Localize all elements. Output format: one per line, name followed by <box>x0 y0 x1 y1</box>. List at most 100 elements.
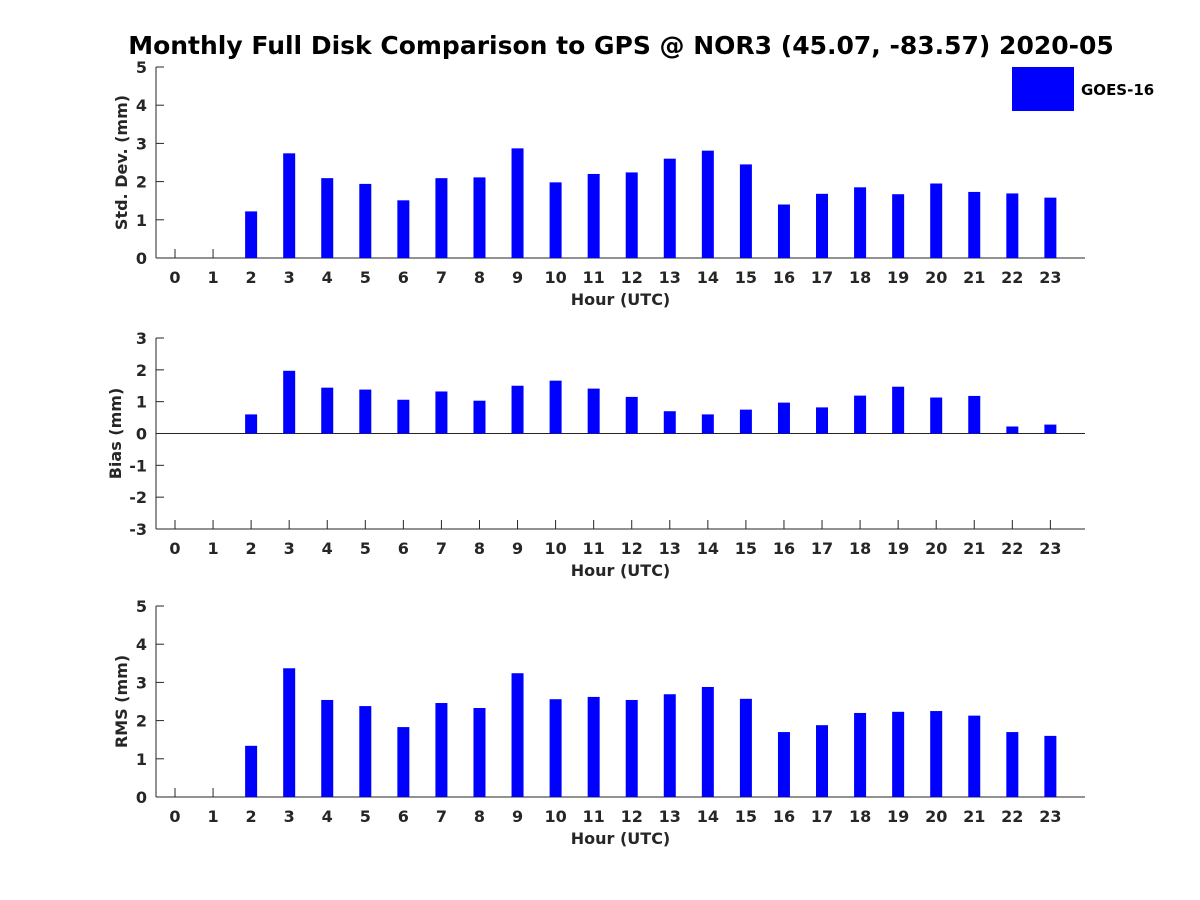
x-tick-label: 15 <box>735 268 757 287</box>
x-tick-label: 19 <box>887 539 909 558</box>
x-tick-label: 21 <box>963 268 985 287</box>
bar <box>701 150 714 258</box>
bar <box>701 686 714 797</box>
bar <box>321 699 334 797</box>
x-tick-label: 2 <box>246 807 257 826</box>
x-tick-label: 7 <box>436 268 447 287</box>
bar <box>1006 732 1019 797</box>
chart-title: Monthly Full Disk Comparison to GPS @ NO… <box>128 31 1114 60</box>
bar <box>930 183 943 258</box>
bar <box>816 407 829 434</box>
x-tick-label: 1 <box>207 807 218 826</box>
bar <box>968 715 981 797</box>
x-tick-label: 21 <box>963 539 985 558</box>
x-tick-label: 20 <box>925 539 947 558</box>
y-tick-label: 0 <box>136 249 147 268</box>
x-tick-label: 10 <box>544 268 566 287</box>
legend-label-goes-16: GOES-16 <box>1081 81 1154 99</box>
x-tick-label: 6 <box>398 268 409 287</box>
bar <box>739 164 752 258</box>
y-tick-label: 5 <box>136 58 147 77</box>
bar <box>587 696 600 797</box>
y-tick-label: 3 <box>136 134 147 153</box>
x-tick-label: 16 <box>773 807 795 826</box>
bar <box>359 183 372 258</box>
bar <box>663 694 676 797</box>
bar <box>473 707 486 797</box>
x-tick-label: 15 <box>735 807 757 826</box>
y-tick-label: 1 <box>136 393 147 412</box>
bar <box>359 706 372 797</box>
x-tick-label: 0 <box>169 807 180 826</box>
x-tick-label: 17 <box>811 539 833 558</box>
x-tick-label: 9 <box>512 268 523 287</box>
x-tick-label: 22 <box>1001 807 1023 826</box>
bar <box>816 725 829 797</box>
x-tick-label: 17 <box>811 268 833 287</box>
y-tick-label: 0 <box>136 788 147 807</box>
bar <box>1006 193 1019 258</box>
x-tick-label: 15 <box>735 539 757 558</box>
x-tick-label: 23 <box>1039 268 1061 287</box>
x-tick-label: 23 <box>1039 807 1061 826</box>
x-tick-label: 4 <box>322 539 333 558</box>
bar <box>625 396 638 434</box>
bar <box>511 148 524 258</box>
x-tick-label: 19 <box>887 268 909 287</box>
x-tick-label: 2 <box>246 539 257 558</box>
bar <box>321 178 334 258</box>
x-tick-label: 6 <box>398 807 409 826</box>
bar <box>701 414 714 434</box>
bar <box>397 200 410 258</box>
bar <box>587 173 600 258</box>
bar <box>283 370 296 434</box>
bar <box>245 414 258 434</box>
x-tick-label: 12 <box>621 807 643 826</box>
x-tick-label: 21 <box>963 807 985 826</box>
x-tick-label: 10 <box>544 539 566 558</box>
bar <box>321 387 334 434</box>
x-tick-label: 4 <box>322 807 333 826</box>
y-tick-label: 4 <box>136 96 147 115</box>
x-tick-label: 2 <box>246 268 257 287</box>
legend-swatch-goes-16 <box>1012 67 1074 111</box>
x-tick-label: 9 <box>512 807 523 826</box>
bar <box>359 389 372 434</box>
bar <box>435 703 448 797</box>
x-tick-label: 11 <box>583 268 605 287</box>
x-tick-label: 5 <box>360 268 371 287</box>
y-tick-label: 1 <box>136 211 147 230</box>
bar <box>473 177 486 258</box>
bar <box>968 395 981 434</box>
x-tick-label: 0 <box>169 539 180 558</box>
bar <box>892 711 905 797</box>
x-tick-label: 8 <box>474 807 485 826</box>
bar <box>777 732 790 797</box>
x-tick-label: 3 <box>284 807 295 826</box>
x-tick-label: 19 <box>887 807 909 826</box>
x-tick-label: 4 <box>322 268 333 287</box>
bar <box>854 187 867 258</box>
bar <box>1044 735 1057 797</box>
bar <box>625 172 638 258</box>
y-tick-label: 0 <box>136 425 147 444</box>
x-tick-label: 1 <box>207 539 218 558</box>
x-tick-label: 7 <box>436 539 447 558</box>
x-tick-label: 16 <box>773 539 795 558</box>
bar <box>1044 197 1057 258</box>
x-tick-label: 18 <box>849 268 871 287</box>
x-tick-label: 22 <box>1001 268 1023 287</box>
bar <box>1044 424 1057 434</box>
y-tick-label: 2 <box>136 712 147 731</box>
bar <box>587 388 600 434</box>
x-tick-label: 8 <box>474 268 485 287</box>
bar <box>930 397 943 434</box>
bar <box>397 727 410 797</box>
x-tick-label: 10 <box>544 807 566 826</box>
bar <box>1006 426 1019 434</box>
y-tick-label: -2 <box>129 488 147 507</box>
